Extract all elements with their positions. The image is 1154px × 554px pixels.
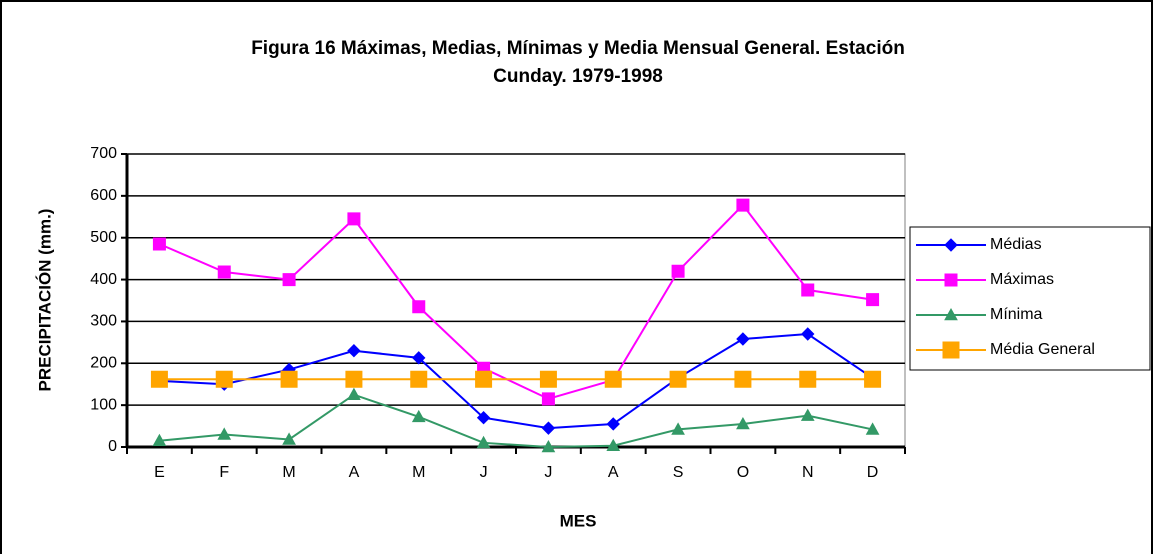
legend-label: Médias: [990, 236, 1042, 253]
data-point: [606, 438, 621, 452]
x-tick-label: F: [219, 464, 229, 481]
data-point: [347, 212, 361, 226]
legend-marker: [944, 238, 958, 252]
y-tick-label: 100: [90, 396, 117, 413]
data-point: [476, 410, 491, 425]
y-tick-label: 400: [90, 271, 117, 288]
data-point: [347, 387, 361, 400]
data-point: [282, 273, 296, 287]
data-point: [671, 264, 685, 278]
data-point: [410, 370, 428, 388]
y-tick-label: 500: [90, 229, 117, 246]
x-tick-label: A: [349, 464, 360, 481]
data-point: [736, 332, 750, 346]
x-tick-label: N: [802, 464, 814, 481]
data-point: [152, 433, 167, 447]
data-point: [476, 435, 491, 449]
x-tick-label: M: [412, 464, 425, 481]
data-point: [865, 422, 880, 435]
data-point: [736, 416, 750, 430]
data-point: [541, 392, 555, 406]
data-point: [282, 432, 296, 445]
x-tick-label: J: [480, 464, 488, 481]
x-tick-label: E: [154, 464, 165, 481]
data-point: [150, 370, 168, 388]
legend-label: Média General: [990, 341, 1095, 358]
x-tick-label: S: [673, 464, 684, 481]
data-point: [217, 265, 231, 279]
data-point: [606, 417, 620, 431]
data-point: [539, 370, 557, 388]
data-point: [866, 293, 880, 307]
data-point: [475, 370, 493, 388]
x-tick-label: O: [737, 464, 749, 481]
data-point: [671, 422, 685, 435]
legend-label: Mínima: [990, 306, 1043, 323]
plot-area: [126, 153, 906, 448]
data-point: [604, 370, 622, 388]
x-tick-label: D: [867, 464, 879, 481]
y-axis-label: PRECIPITACIÓN (mm.): [35, 209, 54, 392]
chart-title: Cunday. 1979-1998: [493, 66, 663, 87]
data-point: [864, 370, 882, 388]
x-tick-label: A: [608, 464, 619, 481]
data-point: [734, 370, 752, 388]
legend-label: Máximas: [990, 271, 1054, 288]
data-point: [801, 283, 815, 297]
chart-title: Figura 16 Máximas, Medias, Mínimas y Med…: [251, 38, 905, 59]
data-point: [541, 439, 556, 453]
data-point: [345, 370, 363, 388]
data-point: [215, 370, 233, 388]
series-line: [159, 332, 874, 430]
data-point: [412, 300, 426, 314]
y-tick-label: 700: [90, 145, 117, 162]
x-tick-label: M: [282, 464, 295, 481]
data-point: [801, 327, 815, 341]
data-point: [347, 344, 361, 358]
y-tick-label: 200: [90, 355, 117, 372]
y-tick-label: 300: [90, 313, 117, 330]
x-tick-label: J: [544, 464, 552, 481]
series-line: [159, 203, 873, 400]
data-point: [799, 370, 817, 388]
y-tick-label: 600: [90, 187, 117, 204]
data-point: [217, 427, 232, 440]
legend-marker: [942, 341, 960, 359]
data-point: [800, 408, 815, 421]
data-point: [541, 421, 556, 435]
data-point: [152, 237, 166, 251]
y-tick-label: 0: [108, 438, 117, 455]
data-point: [412, 351, 426, 365]
data-point: [280, 370, 298, 388]
data-point: [669, 370, 687, 388]
legend-marker: [944, 307, 958, 321]
x-axis-label: MES: [560, 511, 597, 530]
series-line: [159, 393, 873, 449]
data-point: [411, 409, 426, 423]
legend-marker: [944, 273, 958, 287]
data-point: [736, 198, 750, 212]
